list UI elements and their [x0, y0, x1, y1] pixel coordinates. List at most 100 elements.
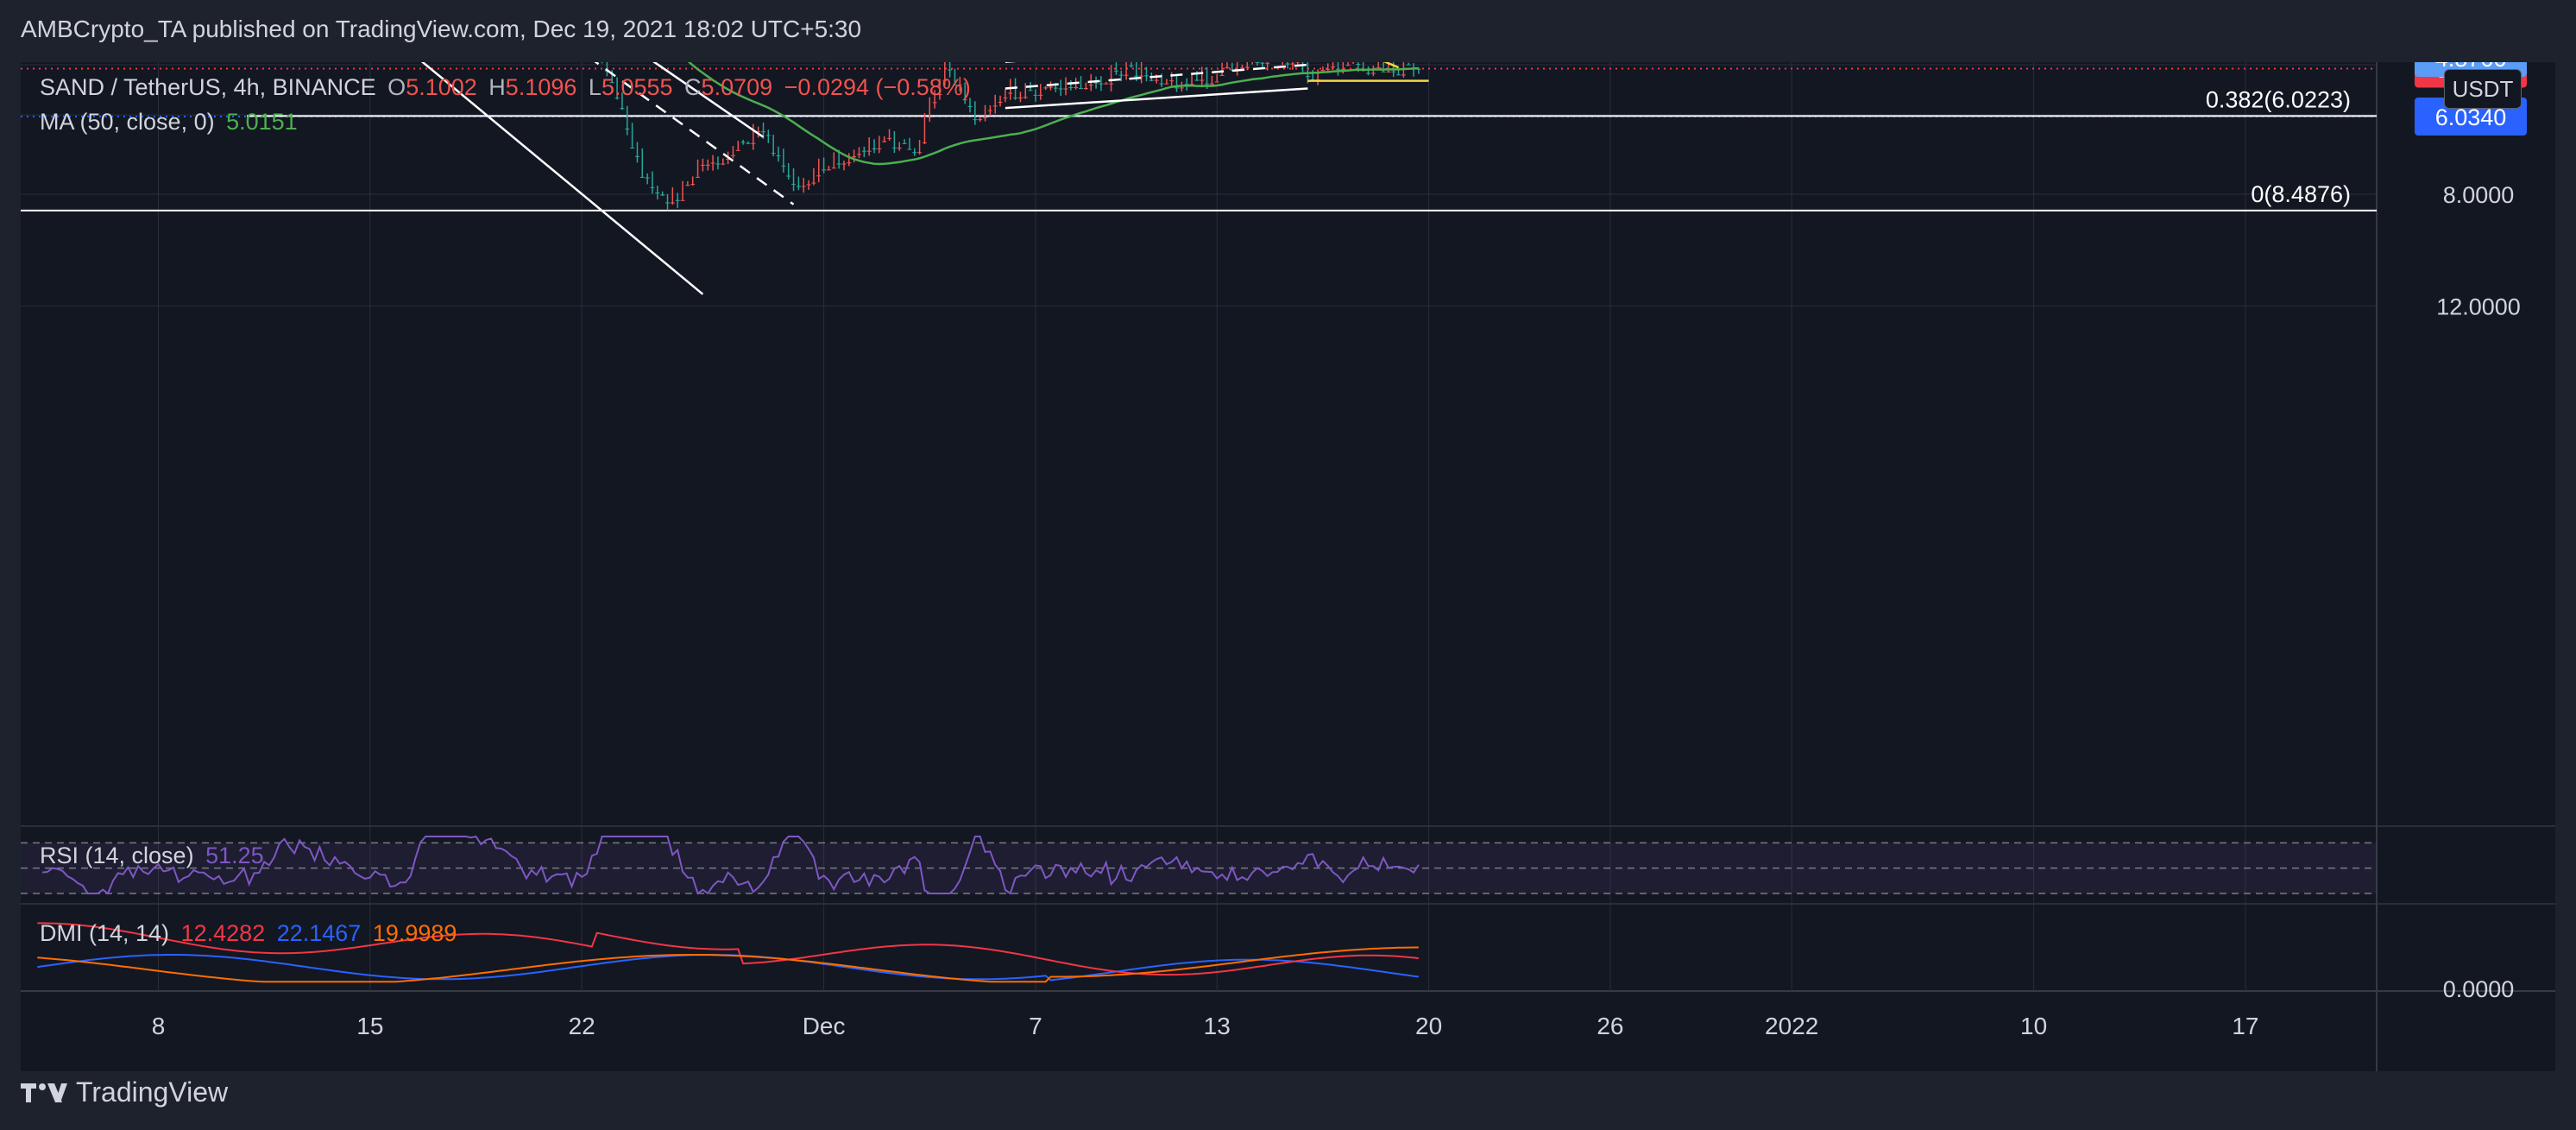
legend-open-key: O: [387, 74, 406, 100]
candle-body: [1164, 83, 1169, 85]
candle-body: [650, 186, 655, 188]
candle-body: [978, 119, 983, 121]
candle-body: [937, 93, 942, 95]
channel-lower-line: [652, 62, 765, 138]
candle-body: [670, 202, 675, 204]
candle-body: [705, 164, 710, 166]
flag-upper-line: [1005, 87, 1308, 110]
chart-frame[interactable]: 81522Dec71320262022101712.00008.00006.00…: [21, 62, 2555, 1071]
candle-body: [1219, 74, 1225, 76]
candle-body: [645, 177, 650, 179]
candle-body: [690, 184, 696, 186]
candle-body: [1200, 79, 1205, 81]
legend-high: 5.1096: [505, 74, 577, 100]
candle-body: [806, 184, 811, 186]
candle-body: [836, 163, 841, 165]
candle-body: [872, 148, 877, 150]
candle-body: [1063, 88, 1068, 90]
candle-body: [660, 194, 665, 196]
candle-body: [887, 137, 892, 139]
time-tick-label: 7: [1029, 1013, 1042, 1039]
ma-legend-value: 5.0151: [226, 109, 298, 135]
candle-body: [634, 155, 639, 157]
candle-body: [917, 152, 923, 154]
candle-body: [1118, 74, 1124, 76]
candle-body: [1326, 68, 1331, 70]
legend-symbol: SAND / TetherUS, 4h, BINANCE: [40, 74, 376, 100]
candle-body: [1401, 74, 1406, 76]
candle-body: [852, 156, 857, 158]
candle-body: [1068, 86, 1074, 88]
candle-body: [1104, 83, 1109, 85]
candle-body: [987, 110, 992, 111]
candle-body: [1386, 71, 1391, 73]
currency-badge[interactable]: USDT: [2444, 69, 2522, 109]
candle-body: [1305, 76, 1310, 78]
candle-body: [1093, 82, 1099, 84]
time-tick-label: 13: [1204, 1013, 1231, 1039]
candle-body: [1244, 66, 1250, 68]
candle-body: [1381, 71, 1386, 73]
dmi-legend-adx: 19.9989: [372, 920, 457, 946]
candle-body: [822, 169, 827, 171]
channel-upper-line: [420, 62, 704, 295]
candle-body: [826, 169, 831, 171]
candle-body: [1335, 68, 1340, 70]
time-tick-label: 17: [2232, 1013, 2258, 1039]
tradingview-brand: TradingView: [76, 1076, 229, 1108]
candle-body: [1109, 83, 1114, 85]
time-tick-label: Dec: [803, 1013, 846, 1039]
candle-body: [675, 199, 680, 201]
candle-body: [1406, 64, 1411, 66]
candle-body: [730, 155, 735, 156]
candle-body: [1320, 70, 1326, 72]
candle-body: [721, 163, 726, 165]
chart-canvas[interactable]: 81522Dec71320262022101712.00008.00006.00…: [21, 62, 2555, 1071]
candle-body: [856, 154, 861, 155]
dmi-plus-line: [37, 954, 1420, 982]
candle-body: [1023, 97, 1028, 98]
candle-body: [700, 164, 705, 166]
candle-body: [791, 183, 797, 185]
ma-legend-label: MA (50, close, 0): [40, 109, 215, 135]
time-tick-label: 8: [152, 1013, 166, 1039]
candle-body: [1194, 79, 1200, 81]
candle-body: [735, 149, 740, 151]
candle-body: [771, 153, 776, 155]
dmi-minus-line: [37, 922, 1420, 976]
rsi-legend: RSI (14, close) 51.25: [40, 843, 269, 869]
candle-body: [811, 182, 816, 184]
price-axis-label: 4.8766: [2435, 62, 2507, 72]
candle-body: [756, 131, 761, 133]
candle-body: [1225, 66, 1230, 68]
candle-body: [998, 101, 1003, 103]
candle-body: [609, 82, 614, 84]
candle-body: [1184, 84, 1189, 85]
candle-body: [866, 150, 872, 152]
channel-mid-line: [594, 62, 795, 205]
candle-body: [1370, 73, 1376, 74]
candle-body: [1058, 88, 1063, 90]
candle-body: [948, 69, 953, 71]
candle-body: [639, 176, 645, 178]
flag-mid-line: [1005, 63, 1308, 90]
candle-body: [1043, 87, 1049, 89]
candle-body: [1214, 81, 1219, 83]
candle-body: [761, 131, 765, 133]
candle-body: [1366, 73, 1370, 74]
candle-body: [620, 108, 625, 110]
candle-body: [1139, 75, 1144, 77]
time-tick-label: 15: [356, 1013, 383, 1039]
candle-body: [841, 163, 847, 165]
candle-body: [1124, 74, 1129, 76]
candle-body: [932, 102, 937, 104]
candle-body: [1239, 67, 1244, 69]
candle-body: [1175, 87, 1180, 89]
candle-body: [983, 117, 988, 118]
time-tick-label: 26: [1597, 1013, 1623, 1039]
candle-body: [1255, 62, 1260, 63]
candle-body: [1099, 83, 1104, 85]
candle-body: [1345, 65, 1351, 66]
candle-body: [710, 162, 715, 164]
tradingview-logo[interactable]: TradingView: [21, 1076, 228, 1108]
